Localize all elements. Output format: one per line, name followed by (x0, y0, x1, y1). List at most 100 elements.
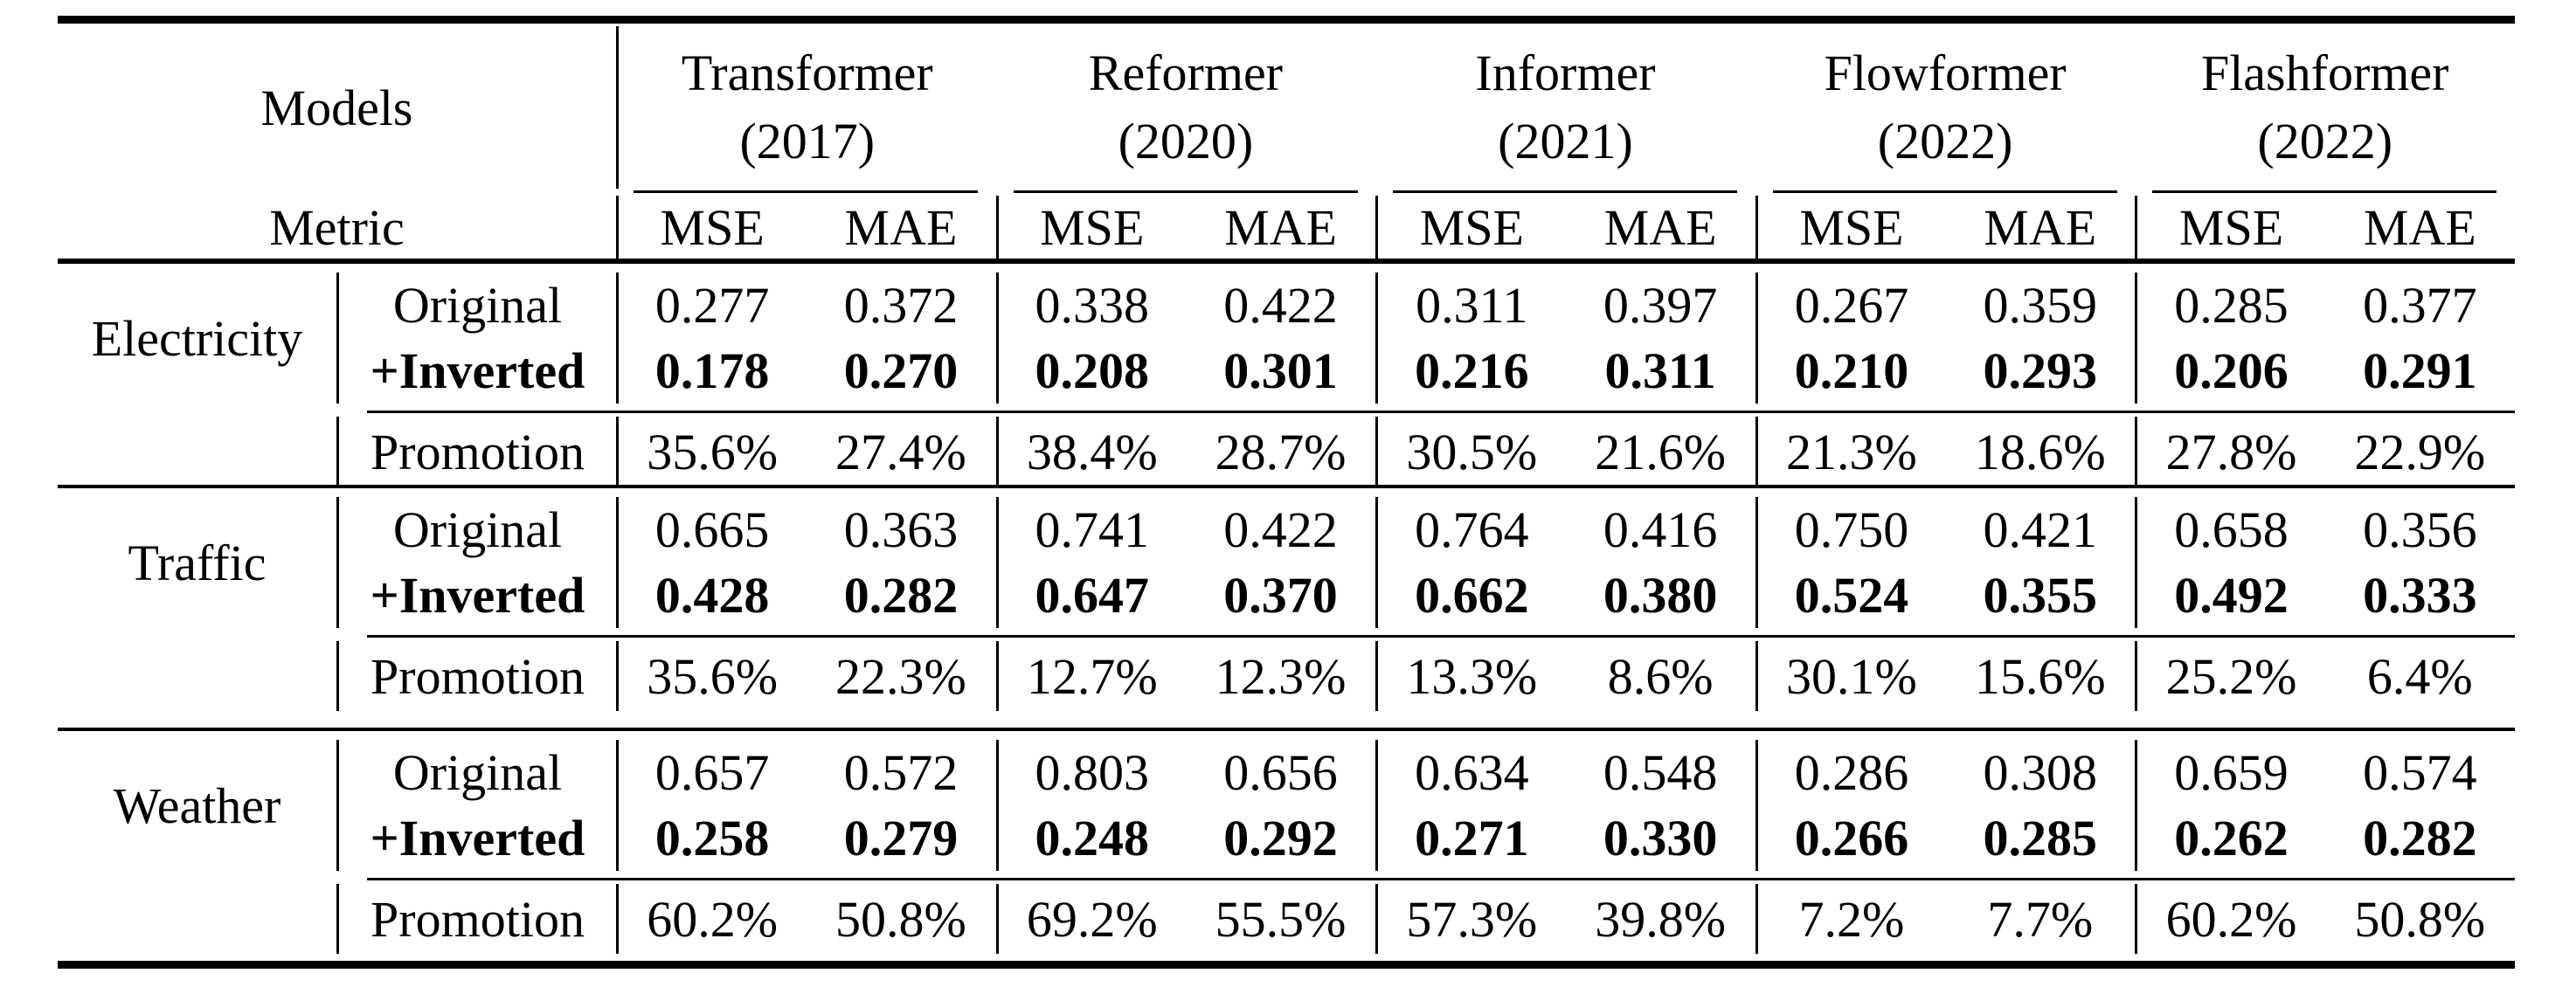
value-cell: 0.572 (843, 744, 959, 801)
metric-header: MSE (1375, 196, 1565, 259)
value-cell: 0.662 (1375, 563, 1565, 628)
model-name: Flowformer (1824, 45, 2067, 101)
value-cell: 0.208 (995, 338, 1186, 404)
value-cell: 0.291 (2363, 342, 2477, 399)
value-cell: 0.206 (2135, 338, 2324, 404)
row-inverted: +Inverted 0.178 0.270 0.208 0.301 0.216 … (58, 338, 2515, 404)
metric-header: MAE (1984, 198, 2097, 256)
model-header-flowformer: Flowformer (2022) (1755, 26, 2136, 189)
value-cell: 18.6% (1974, 423, 2106, 480)
value-cell: 12.3% (1215, 647, 1347, 705)
row-label: +Inverted (336, 563, 616, 628)
section-rule (58, 485, 2515, 488)
results-table: Models Transformer (2017) Reformer (2020… (58, 0, 2515, 987)
row-label: Original (336, 740, 616, 805)
row-promotion: Promotion 35.6% 27.4% 38.4% 28.7% 30.5% … (58, 417, 2515, 487)
metric-label: Metric (269, 198, 405, 256)
value-cell: 7.2% (1755, 884, 1945, 954)
value-cell: 0.574 (2363, 744, 2477, 801)
model-underline (634, 190, 978, 193)
row-label: Original (336, 273, 616, 338)
value-cell: 0.292 (1223, 810, 1338, 866)
value-cell: 15.6% (1974, 647, 2106, 705)
model-header-informer: Informer (2021) (1375, 26, 1755, 189)
value-cell: 0.308 (1983, 744, 2097, 801)
section-rule (58, 728, 2515, 731)
value-cell: 0.258 (616, 805, 806, 871)
model-header-reformer: Reformer (2020) (996, 26, 1376, 189)
value-cell: 0.277 (616, 273, 806, 338)
spacer-cell (58, 417, 336, 487)
metric-header: MSE (2135, 196, 2324, 259)
value-cell: 39.8% (1595, 890, 1727, 948)
value-cell: 13.3% (1375, 641, 1565, 711)
value-cell: 0.803 (995, 740, 1186, 805)
value-cell: 50.8% (2354, 890, 2486, 948)
row-label: +Inverted (336, 805, 616, 871)
section-traffic: Traffic Original 0.665 0.363 0.741 0.422… (58, 488, 2515, 728)
value-cell: 0.333 (2363, 567, 2477, 624)
header-bottom-rule (58, 259, 2515, 264)
value-cell: 0.270 (843, 342, 959, 399)
value-cell: 0.372 (843, 277, 959, 334)
header-metric-row: Metric MSE MAE MSE MAE MSE MAE MSE MAE M… (58, 196, 2515, 259)
value-cell: 0.659 (2135, 740, 2324, 805)
model-year: (2020) (1118, 113, 1254, 169)
value-cell: 55.5% (1215, 890, 1347, 948)
value-cell: 0.422 (1223, 277, 1338, 334)
value-cell: 0.750 (1755, 497, 1945, 563)
value-cell: 0.286 (1755, 740, 1945, 805)
metric-header: MAE (2363, 198, 2476, 256)
value-cell: 27.4% (835, 423, 966, 480)
value-cell: 0.647 (995, 563, 1186, 628)
spacer-cell (58, 273, 336, 338)
value-cell: 0.301 (1223, 342, 1338, 399)
spacer-cell (58, 884, 336, 954)
value-cell: 0.338 (995, 273, 1186, 338)
row-inverted: +Inverted 0.428 0.282 0.647 0.370 0.662 … (58, 563, 2515, 628)
value-cell: 7.7% (1987, 890, 2094, 948)
section-electricity: Electricity Original 0.277 0.372 0.338 0… (58, 264, 2515, 487)
value-cell: 0.311 (1604, 342, 1716, 399)
value-cell: 50.8% (835, 890, 966, 948)
value-cell: 6.4% (2366, 647, 2473, 705)
value-cell: 28.7% (1215, 423, 1347, 480)
row-original: Original 0.665 0.363 0.741 0.422 0.764 0… (58, 497, 2515, 563)
model-underline (2152, 190, 2496, 193)
header-model-row: Models Transformer (2017) Reformer (2020… (58, 26, 2515, 189)
spacer-cell (58, 805, 336, 871)
value-cell: 0.359 (1983, 277, 2097, 334)
value-cell: 22.3% (835, 647, 966, 705)
row-label: Promotion (336, 884, 616, 954)
spacer-cell (58, 740, 336, 805)
model-name: Flashformer (2200, 45, 2449, 101)
value-cell: 0.267 (1755, 273, 1945, 338)
value-cell: 0.377 (2363, 277, 2477, 334)
value-cell: 0.548 (1603, 744, 1718, 801)
value-cell: 0.210 (1755, 338, 1945, 404)
row-original: Original 0.657 0.572 0.803 0.656 0.634 0… (58, 740, 2515, 805)
value-cell: 0.524 (1755, 563, 1945, 628)
model-name: Reformer (1088, 45, 1283, 101)
dataset-label: Weather (113, 776, 281, 834)
value-cell: 0.421 (1983, 501, 2097, 558)
value-cell: 0.492 (2135, 563, 2324, 628)
value-cell: 0.397 (1603, 277, 1718, 334)
value-cell: 0.178 (616, 338, 806, 404)
metric-header: MSE (995, 196, 1186, 259)
value-cell: 30.1% (1755, 641, 1945, 711)
value-cell: 0.380 (1603, 567, 1718, 624)
model-year: (2022) (2257, 113, 2393, 169)
row-label: +Inverted (336, 338, 616, 404)
value-cell: 69.2% (995, 884, 1186, 954)
promotion-divider (367, 411, 2515, 413)
value-cell: 0.764 (1375, 497, 1565, 563)
row-label: Promotion (336, 417, 616, 487)
bottom-rule (58, 961, 2515, 969)
model-underline (1773, 190, 2117, 193)
value-cell: 0.330 (1603, 810, 1718, 866)
row-label: Promotion (336, 641, 616, 711)
model-year: (2022) (1877, 113, 2013, 169)
value-cell: 0.285 (2135, 273, 2324, 338)
